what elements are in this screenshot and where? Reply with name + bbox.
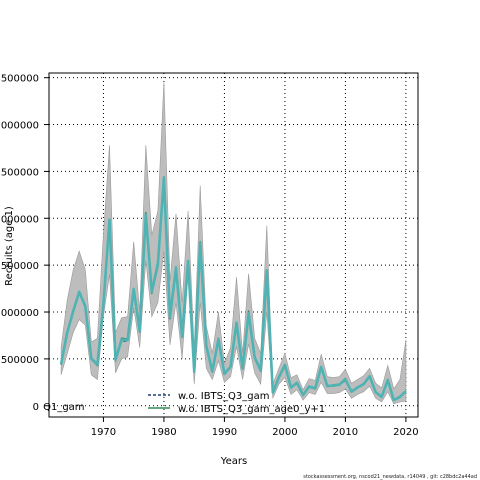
- y-tick-label: 0: [33, 402, 39, 413]
- x-tick-label: 1970: [91, 427, 116, 438]
- plot-frame: [48, 72, 419, 418]
- y-tick-label: 3000000: [0, 121, 39, 132]
- annotations: Q1_gam: [43, 402, 84, 413]
- annotation-label: Q1_gam: [43, 402, 84, 413]
- series-lines: [59, 176, 407, 402]
- x-tick-label: 2000: [272, 427, 297, 438]
- y-axis-title: Recruits (age 1): [4, 206, 15, 286]
- footer-text: stockassessment.org, nscod21_newdata, r1…: [303, 474, 477, 480]
- series-line-2: [59, 176, 407, 402]
- legend-label: w.o. IBTS_Q3_gam_age0_y+1: [178, 404, 325, 415]
- y-tick-label: 500000: [1, 355, 39, 366]
- x-tick-label: 1990: [212, 427, 237, 438]
- x-tick-label: 1980: [151, 427, 176, 438]
- y-tick-label: 3500000: [0, 74, 39, 85]
- y-axis-ticks: 0 500000 1000000 1500000 2000000 2500000 30000…: [0, 74, 49, 413]
- y-tick-label: 2000000: [0, 214, 39, 225]
- confidence-band: [60, 82, 407, 405]
- x-tick-label: 2020: [393, 427, 418, 438]
- x-axis-ticks: 1970 1980 1990 2000 2010 2020: [91, 417, 419, 438]
- x-tick-label: 2010: [333, 427, 358, 438]
- legend: w.o. IBTS_Q3_gam w.o. IBTS_Q3_gam_age0_y+…: [148, 391, 325, 415]
- y-tick-label: 2500000: [0, 167, 39, 178]
- x-axis-title: Years: [220, 456, 247, 467]
- y-tick-label: 1000000: [0, 308, 39, 319]
- legend-label: w.o. IBTS_Q3_gam: [178, 391, 269, 402]
- y-tick-label: 1500000: [0, 261, 39, 272]
